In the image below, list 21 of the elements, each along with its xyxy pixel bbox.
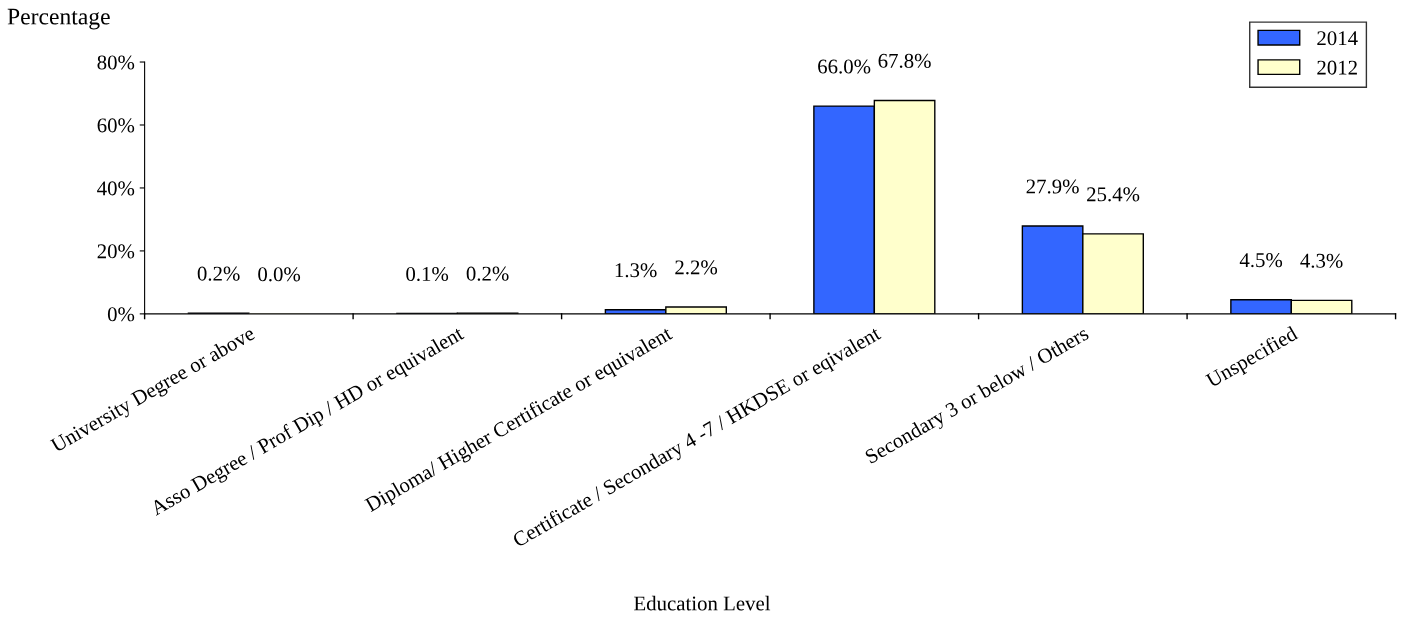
y-tick-label: 80% (97, 55, 135, 70)
data-label: 1.3% (615, 263, 657, 278)
data-label: 25.4% (1087, 187, 1140, 202)
data-label: 27.9% (1026, 179, 1079, 194)
data-label: 2.2% (675, 260, 718, 275)
y-axis-title: Percentage (7, 8, 110, 30)
y-tick-label: 60% (97, 118, 135, 133)
data-label: 4.3% (1300, 253, 1343, 268)
data-label: 0.0% (258, 267, 301, 282)
y-tick-label: 40% (97, 181, 135, 196)
data-label: 0.2% (197, 266, 240, 281)
data-label: 0.2% (466, 266, 509, 281)
data-label: 66.0% (818, 59, 871, 74)
y-tick-label: 20% (97, 244, 135, 259)
data-label: 67.8% (878, 53, 931, 68)
legend-label: 2012 (1317, 60, 1357, 75)
data-label: 4.5% (1239, 253, 1283, 268)
y-tick-label: 0% (107, 307, 135, 322)
data-label: 0.1% (406, 266, 449, 282)
x-axis-title: Education Level (634, 595, 771, 611)
legend-label: 2014 (1317, 31, 1358, 46)
